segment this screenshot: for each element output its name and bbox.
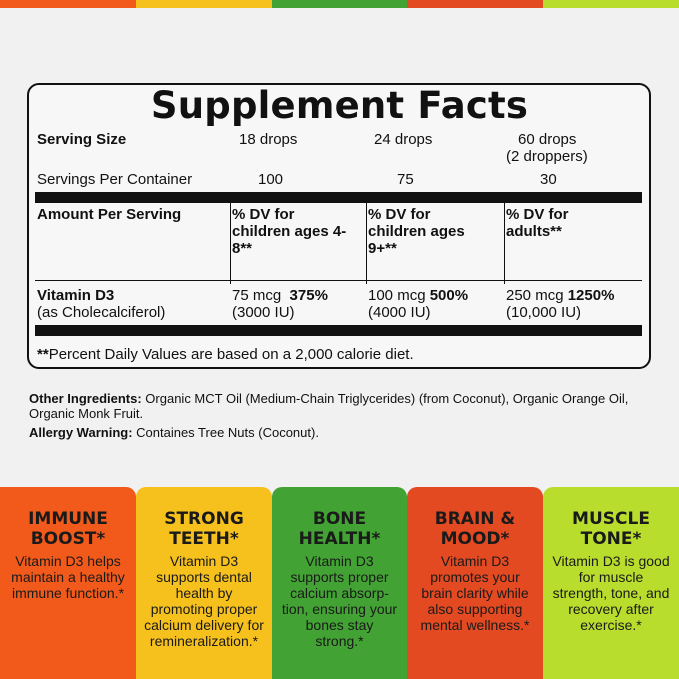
column-divider-2 — [366, 192, 367, 284]
allergy-warning: Allergy Warning: Containes Tree Nuts (Co… — [29, 425, 649, 440]
dv-header-children-9: % DV for children ages 9+** — [368, 206, 465, 257]
serving-size-label: Serving Size — [37, 131, 127, 148]
dv-header-adults: % DV for adults** — [506, 206, 569, 240]
tile-immune-boost: IMMUNE BOOST* Vitamin D3 helps maintain … — [0, 487, 136, 679]
tile-text: Vitamin D3 is good for muscle strength, … — [552, 553, 670, 633]
thin-divider — [35, 280, 642, 281]
thick-divider-top — [35, 192, 642, 203]
strip-yellow — [135, 0, 272, 8]
serving-size-children-4-8: 18 drops — [239, 131, 298, 148]
allergy-warning-text: Containes Tree Nuts (Coconut). — [132, 425, 319, 440]
other-ingredients-label: Other Ingredients: — [29, 391, 142, 406]
iu-children-4-8: (3000 IU) — [232, 304, 295, 321]
servings-children-4-8: 100 — [258, 171, 284, 188]
thick-divider-bottom — [35, 325, 642, 336]
servings-label: Servings Per Container — [37, 171, 193, 188]
tile-bone-health: BONE HEALTH* Vitamin D3 supports proper … — [272, 487, 407, 679]
footnote-text: Percent Daily Values are based on a 2,00… — [48, 346, 414, 363]
servings-adults: 30 — [540, 171, 557, 188]
nutrient-name: Vitamin D3 — [37, 287, 115, 304]
tile-title: BONE HEALTH* — [298, 509, 381, 549]
tile-strong-teeth: STRONG TEETH* Vitamin D3 supports dental… — [136, 487, 272, 679]
tile-text: Vitamin D3 promotes your brain clarity w… — [420, 553, 530, 633]
other-ingredients-text: Organic MCT Oil (Medium-Chain Triglyceri… — [29, 391, 629, 421]
percent-value: 375% — [289, 287, 328, 304]
percent-value: 500% — [429, 287, 469, 304]
allergy-warning-label: Allergy Warning: — [29, 425, 133, 440]
strip-lime — [543, 0, 679, 8]
tile-muscle-tone: MUSCLE TONE* Vitamin D3 is good for musc… — [543, 487, 679, 679]
amount-value: 100 mcg — [368, 287, 426, 304]
strip-green — [271, 0, 408, 8]
serving-size-children-9: 24 drops — [374, 131, 433, 148]
percent-value: 1250% — [567, 287, 615, 304]
footnote: **Percent Daily Values are based on a 2,… — [37, 346, 414, 363]
nutrient-subname: (as Cholecalciferol) — [37, 304, 166, 321]
serving-size-adults: 60 drops — [518, 131, 577, 148]
column-divider-3 — [504, 192, 505, 284]
footnote-mark: ** — [37, 346, 49, 363]
strip-red — [407, 0, 544, 8]
tile-text: Vitamin D3 supports dental health by pro… — [144, 553, 264, 649]
tile-title: MUSCLE TONE* — [572, 509, 650, 549]
amount-per-serving-label: Amount Per Serving — [37, 206, 182, 223]
tile-title: BRAIN & MOOD* — [434, 509, 516, 549]
facts-title: Supplement Facts — [150, 84, 529, 127]
tile-title: STRONG TEETH* — [164, 509, 244, 549]
top-color-strip — [0, 0, 679, 8]
other-ingredients: Other Ingredients: Organic MCT Oil (Medi… — [29, 391, 649, 421]
amount-children-4-8: 75 mcg 375% — [232, 287, 328, 304]
dv-header-children-4-8: % DV for children ages 4-8** — [232, 206, 347, 257]
supplement-facts-panel — [27, 83, 651, 369]
servings-children-9: 75 — [397, 171, 414, 188]
amount-value: 75 mcg — [232, 287, 282, 304]
serving-size-note: (2 droppers) — [506, 148, 588, 165]
amount-value: 250 mcg — [506, 287, 564, 304]
tile-text: Vitamin D3 supports proper calcium absor… — [281, 553, 398, 649]
iu-adults: (10,000 IU) — [506, 304, 582, 321]
benefit-tiles: IMMUNE BOOST* Vitamin D3 helps maintain … — [0, 487, 679, 679]
strip-orange — [0, 0, 136, 8]
iu-children-9: (4000 IU) — [368, 304, 431, 321]
tile-brain-mood: BRAIN & MOOD* Vitamin D3 promotes your b… — [407, 487, 543, 679]
amount-adults: 250 mcg 1250% — [506, 287, 614, 304]
tile-text: Vitamin D3 helps maintain a healthy immu… — [11, 553, 125, 601]
amount-children-9: 100 mcg 500% — [368, 287, 468, 304]
tile-title: IMMUNE BOOST* — [28, 509, 108, 549]
column-divider-1 — [230, 192, 231, 284]
